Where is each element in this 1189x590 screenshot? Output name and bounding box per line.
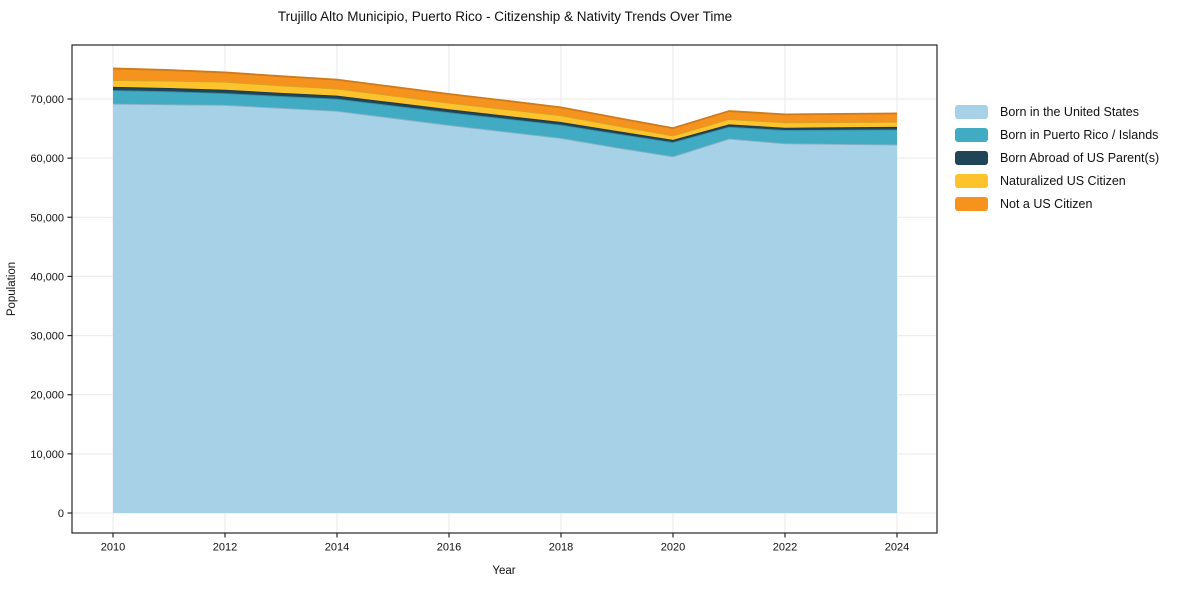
y-tick-label: 0 xyxy=(58,508,64,520)
y-tick-label: 40,000 xyxy=(30,271,64,283)
x-tick-label: 2022 xyxy=(773,542,797,554)
x-tick-label: 2016 xyxy=(437,542,461,554)
legend-label: Not a US Citizen xyxy=(1000,196,1093,211)
area-series-3 xyxy=(113,80,897,140)
area-series-layer xyxy=(112,67,898,513)
y-tick-label: 30,000 xyxy=(30,331,64,343)
plot-border xyxy=(71,44,938,534)
area-series-1 xyxy=(113,90,897,157)
area-series-0 xyxy=(113,103,897,513)
legend-item: Naturalized US Citizen xyxy=(955,169,1159,192)
y-tick-label: 50,000 xyxy=(30,212,64,224)
y-tick-label: 10,000 xyxy=(30,449,64,461)
x-tick-label: 2014 xyxy=(325,542,349,554)
x-tick-label: 2010 xyxy=(101,542,125,554)
legend-item: Born in Puerto Rico / Islands xyxy=(955,123,1159,146)
legend-label: Naturalized US Citizen xyxy=(1000,173,1126,188)
x-tick-label: 2012 xyxy=(213,542,237,554)
x-tick-label: 2024 xyxy=(885,542,909,554)
legend-swatch xyxy=(955,127,988,142)
legend-label: Born in the United States xyxy=(1000,104,1139,119)
x-tick-label: 2018 xyxy=(549,542,573,554)
legend-label: Born in Puerto Rico / Islands xyxy=(1000,127,1159,142)
legend-swatch xyxy=(955,173,988,188)
area-series-4 xyxy=(113,68,897,136)
legend-item: Born Abroad of US Parent(s) xyxy=(955,146,1159,169)
legend-swatch xyxy=(955,104,988,119)
area-series-4-edge xyxy=(112,67,898,130)
legend-swatch xyxy=(955,150,988,165)
legend-item: Not a US Citizen xyxy=(955,192,1159,215)
legend: Born in the United States Born in Puerto … xyxy=(955,100,1159,215)
y-tick-label: 70,000 xyxy=(30,94,64,106)
y-tick-label: 20,000 xyxy=(30,390,64,402)
x-tick-label: 2020 xyxy=(661,542,685,554)
legend-item: Born in the United States xyxy=(955,100,1159,123)
legend-swatch xyxy=(955,196,988,211)
y-axis-label: Population xyxy=(6,262,18,316)
y-tick-label: 60,000 xyxy=(30,153,64,165)
legend-label: Born Abroad of US Parent(s) xyxy=(1000,150,1160,165)
chart-title: Trujillo Alto Municipio, Puerto Rico - C… xyxy=(277,9,733,24)
axis-ticks: 2010 2012 2014 2016 2018 2020 2022 2024 0 10,000 2… xyxy=(30,94,909,554)
x-axis-label: Year xyxy=(492,565,515,577)
